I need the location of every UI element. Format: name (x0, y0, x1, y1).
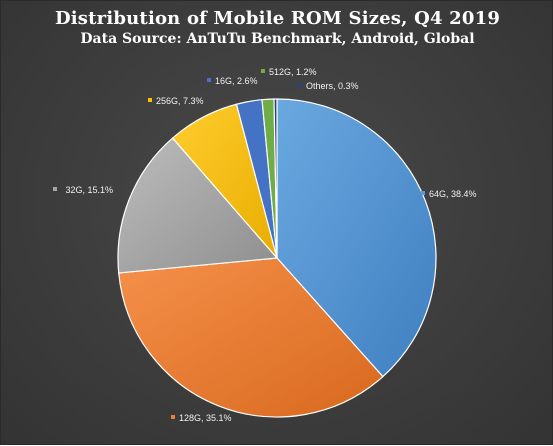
data-label-text: 256G, 7.3% (156, 96, 204, 106)
data-label-text: 16G, 2.6% (215, 76, 258, 86)
pie-slices (117, 98, 437, 418)
pie-slice-32g (117, 137, 279, 274)
chart-subtitle: Data Source: AnTuTu Benchmark, Android, … (80, 31, 475, 47)
data-label-64g: 64G, 38.4% (421, 189, 477, 199)
data-label-others: Others, 0.3% (298, 81, 359, 91)
data-label-text: 128G, 35.1% (179, 413, 232, 423)
chart-title: Distribution of Mobile ROM Sizes, Q4 201… (54, 8, 501, 29)
data-label-text: 512G, 1.2% (269, 67, 317, 77)
data-label-text: 32G, 15.1% (65, 185, 113, 195)
data-label-128g: 128G, 35.1% (171, 413, 232, 423)
label-key-swatch (171, 415, 175, 419)
data-label-256g: 256G, 7.3% (148, 96, 204, 106)
data-label-16g: 16G, 2.6% (207, 76, 258, 86)
label-key-swatch (53, 187, 57, 191)
data-label-32g: 32G, 15.1% (53, 185, 113, 195)
pie-slice-64g (276, 98, 437, 378)
label-key-swatch (207, 78, 211, 82)
label-key-swatch (148, 98, 152, 102)
label-key-swatch (421, 191, 425, 195)
label-key-swatch (261, 69, 265, 73)
data-label-text: 64G, 38.4% (429, 189, 477, 199)
pie-labels: 64G, 38.4% 128G, 35.1% 32G, 15.1% 256G, 7.3… (53, 67, 477, 423)
label-key-swatch (298, 83, 302, 87)
data-label-512g: 512G, 1.2% (261, 67, 317, 77)
pie-slice-128g (118, 257, 384, 418)
pie-slice-others (273, 98, 278, 259)
data-label-text: Others, 0.3% (306, 81, 359, 91)
